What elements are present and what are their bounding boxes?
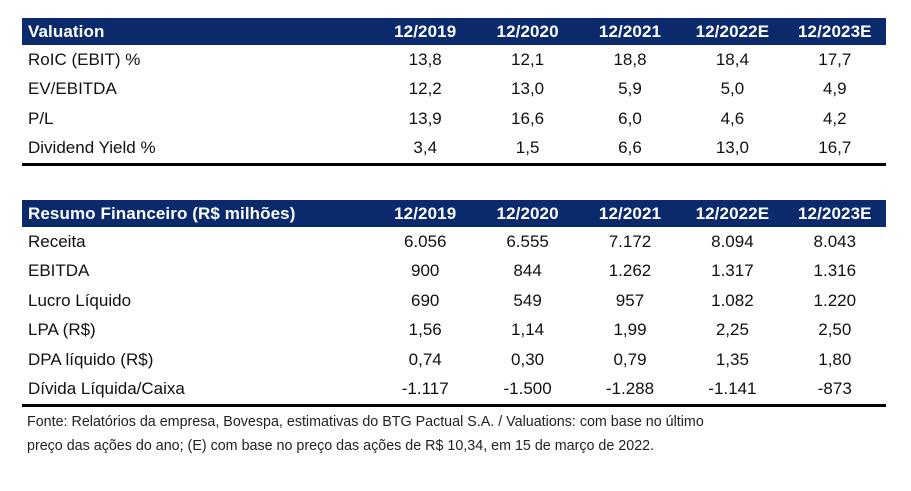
- row-label: LPA (R$): [28, 320, 96, 340]
- valuation-header-year: 12/2021: [578, 18, 682, 45]
- cell-value: 16,7: [783, 133, 886, 166]
- cell-value: 4,6: [720, 108, 745, 128]
- resumo-header-year: 12/2022E: [681, 200, 784, 227]
- source-footnote: Fonte: Relatórios da empresa, Bovespa, e…: [27, 410, 887, 458]
- cell-value: 13,8: [408, 49, 442, 69]
- table-row: LPA (R$) 1,56 1,14 1,99 2,25 2,50: [22, 316, 886, 346]
- table-row: P/L 13,9 16,6 6,0 4,6 4,2: [22, 104, 886, 134]
- cell-value: 1.262: [608, 261, 652, 281]
- cell-value: 844: [513, 261, 542, 281]
- table-row: Receita 6.056 6.555 7.172 8.094 8.043: [22, 227, 886, 257]
- cell-value: 5,0: [720, 79, 745, 99]
- cell-value: 1,56: [408, 320, 442, 340]
- cell-value: 1.220: [813, 290, 857, 310]
- cell-value: 1,80: [818, 349, 852, 369]
- cell-value: 690: [411, 290, 440, 310]
- footnote-line: Fonte: Relatórios da empresa, Bovespa, e…: [27, 414, 704, 430]
- cell-value: 1.317: [711, 261, 754, 281]
- cell-value: 1,99: [613, 320, 647, 340]
- cell-value: 6.056: [403, 231, 447, 251]
- cell-value: 1,14: [511, 320, 545, 340]
- table-row: Dívida Líquida/Caixa -1.117 -1.500 -1.28…: [22, 374, 886, 407]
- cell-value: 17,7: [818, 49, 852, 69]
- table-row: EBITDA 900 844 1.262 1.317 1.316: [22, 257, 886, 287]
- cell-value: 6.555: [506, 231, 549, 251]
- cell-value: 3,4: [374, 133, 477, 166]
- cell-value: 0,74: [408, 349, 442, 369]
- cell-value: 1,35: [715, 349, 749, 369]
- cell-value: 1.082: [711, 290, 754, 310]
- table-row: Dividend Yield % 3,4 1,5 6,6 13,0 16,7: [22, 133, 886, 166]
- table-row: Lucro Líquido 690 549 957 1.082 1.220: [22, 286, 886, 316]
- cell-value: 957: [615, 290, 645, 310]
- cell-value: 16,6: [511, 108, 545, 128]
- cell-value: 12,2: [408, 79, 442, 99]
- cell-value: 0,30: [511, 349, 545, 369]
- cell-value: 1.316: [813, 261, 857, 281]
- cell-value: 8.094: [711, 231, 754, 251]
- cell-value: -873: [783, 374, 886, 407]
- valuation-table: Valuation 12/2019 12/2020 12/2021 12/202…: [22, 18, 886, 166]
- row-label: EBITDA: [28, 261, 90, 281]
- row-label: Lucro Líquido: [28, 290, 132, 310]
- cell-value: 12,1: [511, 49, 545, 69]
- cell-value: 2,25: [715, 320, 749, 340]
- valuation-header-title: Valuation: [22, 18, 375, 45]
- resumo-header-row: Resumo Financeiro (R$ milhões) 12/2019 1…: [22, 200, 886, 227]
- row-label: Receita: [28, 231, 86, 251]
- row-label: DPA líquido (R$): [28, 349, 154, 369]
- row-label: RoIC (EBIT) %: [28, 49, 141, 69]
- cell-value: 5,9: [618, 79, 642, 99]
- row-label: Dívida Líquida/Caixa: [22, 374, 375, 407]
- row-label: P/L: [28, 108, 54, 128]
- cell-value: 0,79: [613, 349, 647, 369]
- valuation-header-row: Valuation 12/2019 12/2020 12/2021 12/202…: [22, 18, 886, 45]
- cell-value: 4,9: [822, 79, 847, 99]
- cell-value: -1.141: [681, 374, 784, 407]
- row-label: EV/EBITDA: [28, 79, 117, 99]
- cell-value: 549: [513, 290, 542, 310]
- cell-value: -1.288: [578, 374, 682, 407]
- resumo-header-year: 12/2020: [476, 200, 579, 227]
- cell-value: -1.500: [476, 374, 579, 407]
- table-row: EV/EBITDA 12,2 13,0 5,9 5,0 4,9: [22, 75, 886, 105]
- cell-value: 8.043: [813, 231, 857, 251]
- row-label: Dividend Yield %: [22, 133, 375, 166]
- table-row: DPA líquido (R$) 0,74 0,30 0,79 1,35 1,8…: [22, 345, 886, 375]
- cell-value: 18,4: [715, 49, 749, 69]
- valuation-header-year: 12/2020: [476, 18, 579, 45]
- resumo-header-year: 12/2021: [578, 200, 682, 227]
- resumo-header-title: Resumo Financeiro (R$ milhões): [22, 200, 375, 227]
- cell-value: 18,8: [613, 49, 647, 69]
- cell-value: 7.172: [608, 231, 652, 251]
- cell-value: -1.117: [374, 374, 477, 407]
- table-row: RoIC (EBIT) % 13,8 12,1 18,8 18,4 17,7: [22, 45, 886, 75]
- footnote-line: preço das ações do ano; (E) com base no …: [27, 438, 655, 454]
- cell-value: 6,6: [578, 133, 682, 166]
- cell-value: 13,0: [681, 133, 784, 166]
- cell-value: 13,0: [511, 79, 545, 99]
- cell-value: 13,9: [408, 108, 442, 128]
- cell-value: 2,50: [818, 320, 852, 340]
- resumo-financeiro-table: Resumo Financeiro (R$ milhões) 12/2019 1…: [22, 200, 886, 407]
- cell-value: 1,5: [476, 133, 579, 166]
- resumo-header-year: 12/2019: [374, 200, 477, 227]
- cell-value: 900: [411, 261, 440, 281]
- cell-value: 6,0: [618, 108, 642, 128]
- valuation-header-year: 12/2019: [374, 18, 477, 45]
- cell-value: 4,2: [822, 108, 847, 128]
- resumo-header-year: 12/2023E: [783, 200, 886, 227]
- valuation-header-year: 12/2023E: [783, 18, 886, 45]
- valuation-header-year: 12/2022E: [681, 18, 784, 45]
